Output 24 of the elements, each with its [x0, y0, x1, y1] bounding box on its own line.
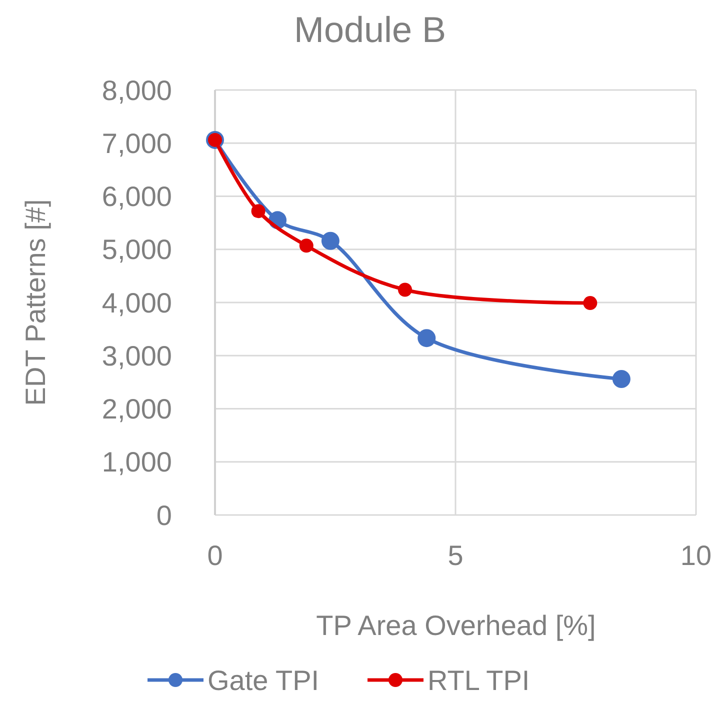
y-tick-label: 4,000 — [102, 287, 172, 318]
x-axis-title: TP Area Overhead [%] — [316, 610, 596, 641]
y-tick-label: 1,000 — [102, 446, 172, 478]
y-tick-label: 5,000 — [102, 234, 172, 266]
legend-label: Gate TPI — [208, 665, 320, 696]
point — [398, 282, 412, 297]
y-tick-label: 8,000 — [102, 74, 172, 106]
x-tick-label: 5 — [448, 540, 464, 571]
y-tick-label: 7,000 — [102, 128, 172, 159]
x-tick-label: 0 — [207, 540, 223, 571]
point — [583, 296, 598, 310]
y-tick-label: 0 — [156, 500, 172, 531]
x-tick-label: 10 — [680, 540, 712, 571]
point — [299, 238, 314, 253]
point — [251, 204, 266, 218]
y-tick-label: 3,000 — [102, 340, 172, 372]
y-tick-label: 6,000 — [102, 181, 172, 212]
y-axis-title: EDT Patterns [#] — [20, 199, 51, 406]
legend-label: RTL TPI — [428, 665, 530, 696]
chart-title: Module B — [294, 9, 446, 50]
y-tick-label: 2,000 — [102, 394, 172, 425]
point — [418, 329, 436, 348]
point — [612, 370, 630, 388]
point — [321, 232, 340, 250]
